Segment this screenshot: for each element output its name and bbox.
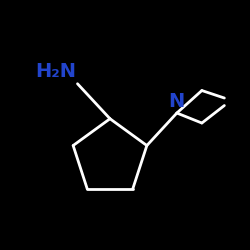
Text: N: N bbox=[169, 92, 185, 110]
Text: H₂N: H₂N bbox=[35, 62, 76, 81]
